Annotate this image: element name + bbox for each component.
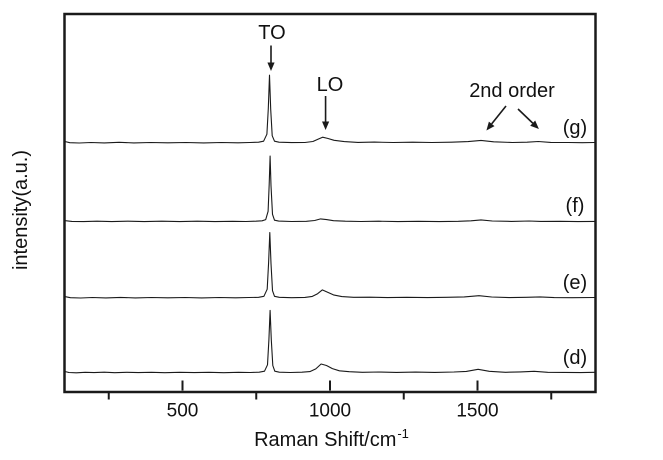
x-tick-label-1000: 1000 [308,400,352,422]
x-tick-label-1500: 1500 [456,400,499,422]
x-axis-title-superscript: -1 [397,426,409,441]
x-tick-label-500: 500 [166,400,199,422]
x-axis-title-main: Raman Shift/cm [254,429,397,451]
series-label-f: (f) [565,195,585,218]
second-order-arrow-left-head [486,121,495,131]
spectrum-line-f [65,155,595,223]
spectrum-line-g [65,74,595,144]
series-label-e: (e) [562,271,588,294]
to-arrow-head [267,62,275,71]
spectrum-line-e [65,231,595,299]
x-axis-title: Raman Shift/cm-1 [254,427,409,451]
annotation-2nd-order: 2nd order [469,80,555,102]
series-label-d: (d) [562,346,588,369]
annotation-to: TO [258,22,286,44]
second-order-arrow-right [517,108,534,124]
plot-frame [63,12,597,394]
second-order-arrow-right-head [530,120,539,129]
lo-arrow-head [322,121,330,130]
spectrum-line-d [65,309,595,374]
series-label-g: (g) [562,116,588,139]
y-axis-title: intensity(a.u.) [10,149,32,271]
annotation-lo: LO [316,74,344,96]
second-order-arrow-left [491,105,507,125]
